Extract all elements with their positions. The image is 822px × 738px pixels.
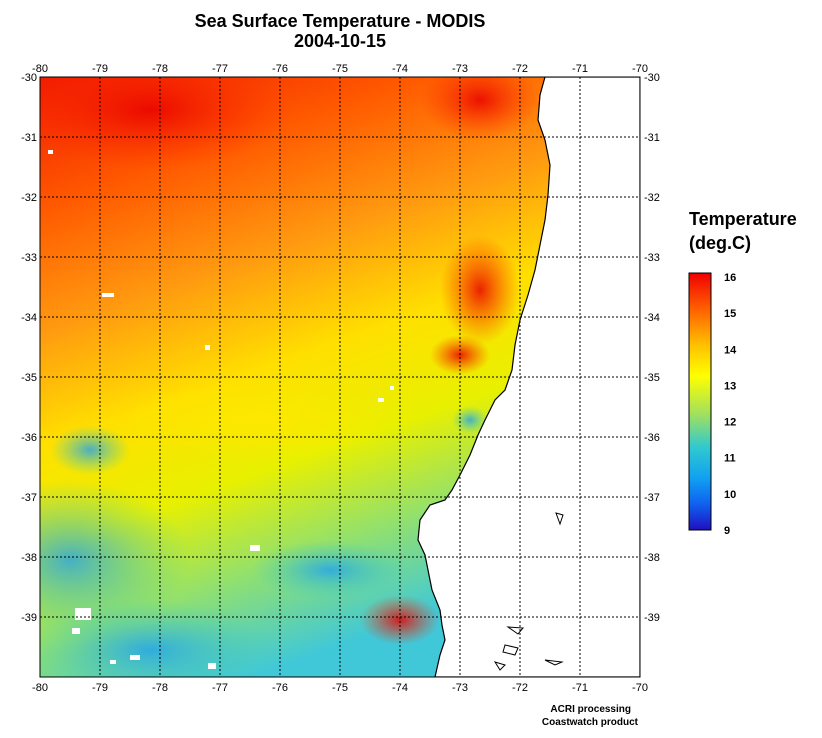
lon-tick-label-bottom: -75 (332, 682, 348, 694)
legend-title: Temperature (689, 209, 797, 229)
lon-tick-label-bottom: -79 (92, 682, 108, 694)
lon-tick-label-bottom: -73 (452, 682, 468, 694)
lon-tick-label-top: -77 (212, 63, 228, 75)
lat-tick-label-right: -34 (644, 312, 660, 324)
lon-tick-label-bottom: -80 (32, 682, 48, 694)
lon-tick-label-bottom: -70 (632, 682, 648, 694)
credit-product: Coastwatch product (541, 717, 638, 728)
lon-tick-label-bottom: -78 (152, 682, 168, 694)
lon-tick-label-bottom: -71 (572, 682, 588, 694)
colorbar-tick-label: 13 (724, 380, 736, 392)
colorbar-tick-label: 9 (724, 525, 730, 537)
lat-tick-label-left: -32 (21, 192, 37, 204)
island (493, 661, 506, 671)
lat-tick-label-right: -37 (644, 492, 660, 504)
map-title: Sea Surface Temperature - MODIS (194, 11, 486, 31)
credit-processing: ACRI processing (550, 704, 631, 715)
map-frame (39, 76, 641, 678)
colorbar-tick-label: 16 (724, 272, 736, 284)
lon-tick-label-top: -76 (272, 63, 288, 75)
lon-tick-label-top: -75 (332, 63, 348, 75)
lat-tick-label-right: -38 (644, 552, 660, 564)
lat-tick-label-right: -35 (644, 372, 660, 384)
lat-tick-label-left: -37 (21, 492, 37, 504)
lon-tick-label-bottom: -72 (512, 682, 528, 694)
lat-tick-label-right: -33 (644, 252, 660, 264)
colorbar-tick-label: 15 (724, 308, 736, 320)
cloud-gaps (48, 150, 394, 669)
lat-tick-label-left: -36 (21, 432, 37, 444)
lon-tick-label-top: -74 (392, 63, 408, 75)
lon-tick-label-bottom: -74 (392, 682, 408, 694)
lon-tick-label-top: -80 (32, 63, 48, 75)
colorbar-tick-label: 11 (724, 453, 736, 465)
island (555, 512, 564, 526)
sst-field (40, 77, 640, 677)
lat-tick-label-left: -35 (21, 372, 37, 384)
lon-tick-label-bottom: -76 (272, 682, 288, 694)
graticule (40, 77, 640, 677)
lon-tick-label-top: -79 (92, 63, 108, 75)
colorbar-tick-label: 14 (724, 344, 737, 356)
lon-tick-label-top: -71 (572, 63, 588, 75)
colorbar (688, 272, 712, 531)
lon-tick-label-top: -72 (512, 63, 528, 75)
map-date: 2004-10-15 (293, 31, 387, 51)
lat-tick-label-left: -30 (21, 72, 37, 84)
lat-tick-label-right: -36 (644, 432, 660, 444)
lat-tick-label-right: -31 (644, 132, 660, 144)
colorbar-tick-label: 10 (724, 489, 736, 501)
lat-tick-label-right: -32 (644, 192, 660, 204)
lat-tick-label-right: -39 (644, 612, 660, 624)
island (544, 659, 564, 666)
lon-tick-label-top: -73 (452, 63, 468, 75)
lon-tick-label-bottom: -77 (212, 682, 228, 694)
colorbar-tick-label: 12 (724, 417, 736, 429)
lat-tick-label-left: -31 (21, 132, 37, 144)
legend-units: (deg.C) (689, 233, 751, 253)
lat-tick-label-left: -39 (21, 612, 37, 624)
lon-tick-label-top: -78 (152, 63, 168, 75)
lat-tick-label-left: -33 (21, 252, 37, 264)
lat-tick-label-right: -30 (644, 72, 660, 84)
lat-tick-label-left: -38 (21, 552, 37, 564)
lon-tick-label-top: -70 (632, 63, 648, 75)
island (502, 644, 519, 656)
lat-tick-label-left: -34 (21, 312, 37, 324)
